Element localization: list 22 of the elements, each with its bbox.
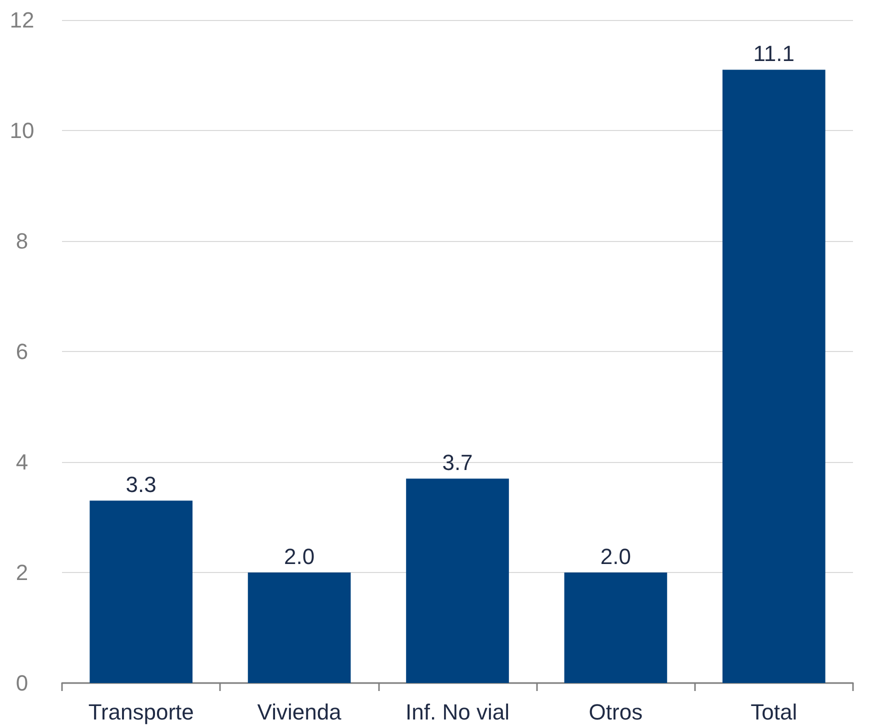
y-tick-label: 2 [16,560,28,585]
y-tick-label: 12 [10,8,34,32]
x-tick-label: Vivienda [257,700,342,724]
data-label: 3.3 [126,472,156,498]
data-label: 2.0 [600,544,631,569]
bar [564,572,668,683]
x-tick-label: Total [750,700,798,724]
bar [248,572,351,683]
y-tick-label: 0 [16,670,28,696]
y-tick-label: 8 [16,228,28,254]
bar [406,478,509,683]
bar [90,500,193,683]
x-tick-label: Otros [588,700,643,724]
y-tick-label: 10 [10,118,34,143]
bar [722,70,826,683]
x-tick-label: Inf. No vial [406,700,510,724]
y-tick-label: 4 [16,450,28,474]
data-label: 11.1 [753,41,794,66]
data-label: 2.0 [284,544,315,569]
y-tick-label: 6 [16,339,28,364]
x-tick-label: Transporte [88,700,194,724]
data-label: 3.7 [442,450,473,476]
